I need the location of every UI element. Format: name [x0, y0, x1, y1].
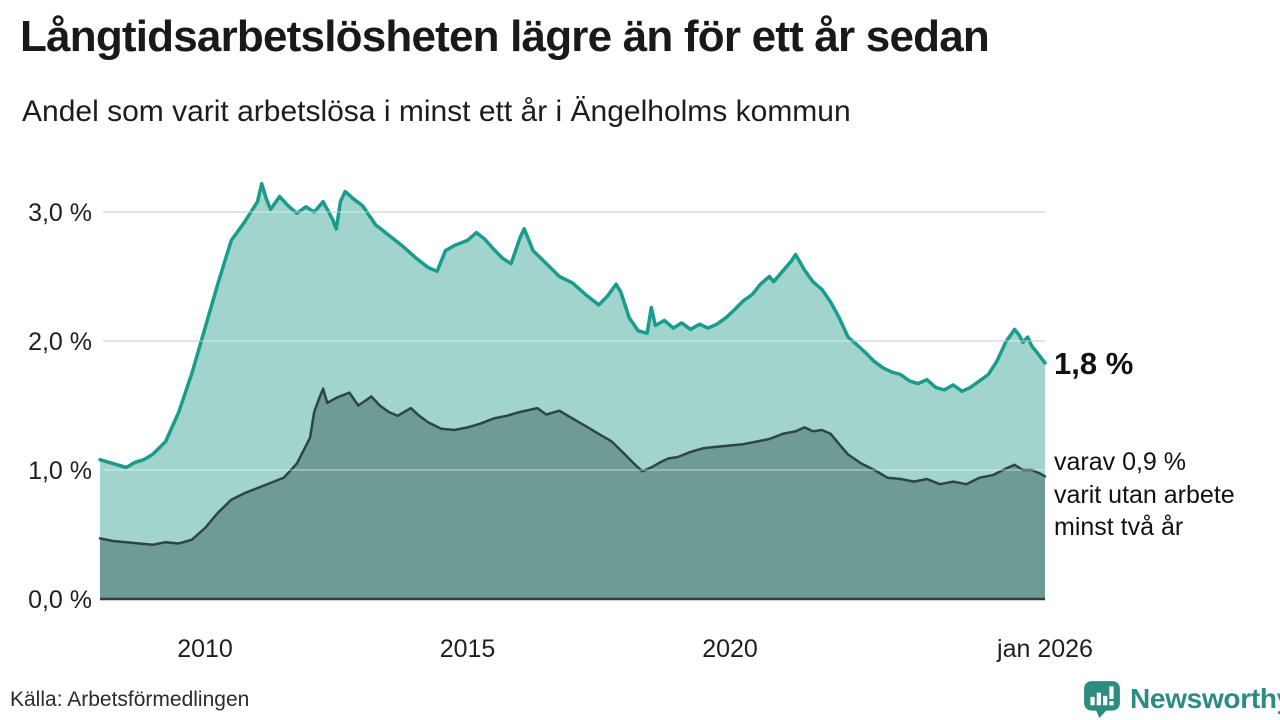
- latest-value-label: 1,8 %: [1054, 346, 1134, 381]
- y-tick-label: 1,0 %: [28, 457, 92, 485]
- subset-annotation-line: minst två år: [1054, 513, 1184, 541]
- x-tick-label: 2015: [440, 635, 496, 663]
- brand-logo: Newsworthy: [1082, 679, 1280, 719]
- brand-wordmark: Newsworthy: [1130, 683, 1280, 714]
- x-tick-label: jan 2026: [996, 635, 1093, 663]
- total-line: [98, 181, 1047, 470]
- subset-annotation: varav 0,9 % varit utan arbete minst två …: [1054, 446, 1235, 544]
- newsworthy-chart-bubble-icon: [1084, 681, 1120, 718]
- subset-annotation-line: varit utan arbete: [1054, 480, 1235, 509]
- chart-subtitle: Andel som varit arbetslösa i minst ett å…: [22, 95, 851, 128]
- subset-annotation-line: varav 0,9 %: [1054, 448, 1187, 476]
- x-tick-label: 2020: [702, 635, 758, 663]
- y-tick-label: 0,0 %: [28, 586, 92, 614]
- y-tick-label: 2,0 %: [28, 328, 92, 356]
- source-note: Källa: Arbetsförmedlingen: [10, 688, 250, 711]
- x-tick-label: 2010: [177, 635, 233, 663]
- subset-line: [98, 387, 1047, 547]
- subset-area-fill: [100, 388, 1045, 599]
- page-title: Långtidsarbetslösheten lägre än för ett …: [20, 12, 990, 61]
- y-tick-label: 3,0 %: [28, 199, 92, 227]
